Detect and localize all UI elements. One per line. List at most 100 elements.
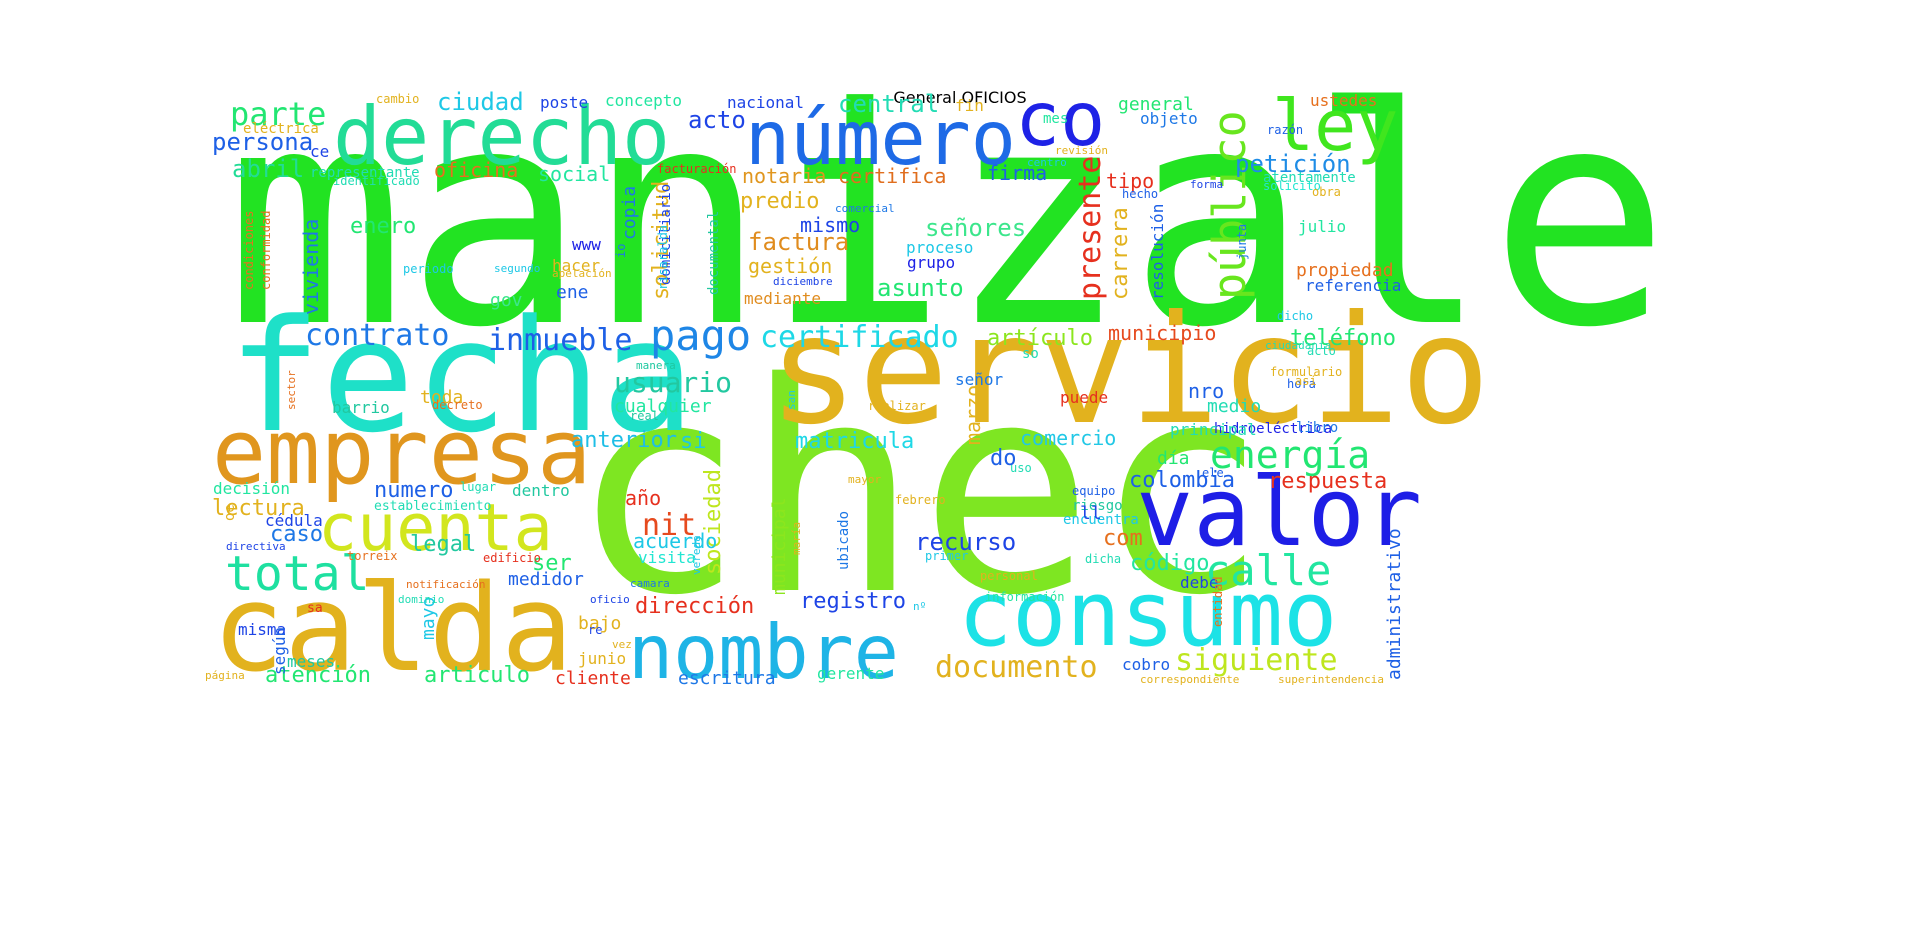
word-57: cliente [555,668,631,689]
word-181: vez [612,638,632,651]
word-82: municipal [769,497,790,595]
word-37: señores [925,214,1026,242]
word-143: hecho [1122,187,1158,201]
word-91: bajo [578,613,621,634]
word-50: año [625,486,661,510]
word-66: medidor [508,569,584,590]
word-29: ciudad [437,88,524,116]
word-94: misma [238,620,286,639]
word-187: notificación [406,578,485,591]
word-153: real [630,409,659,423]
word-6: derecho [333,90,670,183]
word-55: atención [265,663,371,688]
word-169: maría [790,522,803,555]
word-41: solicitud [649,181,674,300]
word-124: identificado [333,174,420,188]
word-147: acto [1307,344,1336,358]
word-38: asunto [877,274,964,302]
word-189: sa [307,601,323,616]
word-148: formulario [1270,365,1342,379]
word-81: sociedad [701,469,726,575]
word-130: diciembre [773,275,833,288]
word-180: re [588,623,602,637]
word-139: centro [1027,156,1067,169]
word-162: ele [1202,466,1224,480]
word-32: petición [1235,150,1351,178]
word-123: ce [310,142,329,161]
word-168: ubicado [836,511,852,570]
word-24: contrato [305,318,450,353]
word-161: uso [1010,461,1032,475]
word-174: información [985,590,1064,604]
word-76: nro [1188,379,1224,403]
word-65: caso [270,522,323,547]
word-40: mismo [800,213,860,237]
word-59: gerente [817,664,884,683]
word-176: correspondiente [1140,673,1239,686]
word-127: facturación [657,162,736,176]
word-42: municipio [1108,321,1216,345]
word-25: usuario [614,366,732,399]
word-102: gov [490,290,523,311]
word-78: puede [1060,388,1108,407]
word-14: total [225,546,370,602]
word-194: dentro [512,481,570,500]
word-193: lugar [460,480,496,494]
word-95: según [270,627,289,675]
word-16: pago [650,311,751,360]
word-156: realizar [868,399,926,413]
word-175: entidad [1211,576,1225,627]
word-28: abril [232,155,304,183]
word-45: matricula [795,429,914,454]
word-75: día [1157,448,1190,469]
word-20: documento [935,650,1098,685]
word-179: oficio [590,593,630,606]
chart-title: General OFICIOS [893,88,1027,107]
word-115: atentamente [1263,170,1356,186]
word-160: principal [1170,420,1257,439]
word-120: mes [1043,111,1068,127]
word-146: ciudadanía [1265,339,1331,352]
word-9: nombre [628,608,899,696]
word-131: apelación [552,267,612,280]
word-18: energía [1210,433,1370,477]
word-140: forma [1190,178,1223,191]
word-111: julio [1298,217,1346,236]
word-159: libro [1296,420,1338,436]
word-104: www [572,235,601,254]
word-70: social [538,162,610,186]
word-114: ustedes [1310,91,1377,110]
word-197: nº [913,600,926,613]
word-101: hacer [552,256,601,275]
word-196: ll [1080,503,1102,524]
word-150: así [1295,374,1317,388]
word-112: general [1118,94,1194,115]
word-87: do [990,446,1017,471]
word-167: febrero [895,493,946,507]
word-4: calda [212,560,573,699]
word-54: registro [800,589,906,614]
word-72: tipo [1106,169,1154,193]
word-68: vivienda [299,219,323,315]
word-152: decreto [432,398,483,412]
word-17: calle [1205,546,1331,595]
word-110: referencia [1305,276,1401,295]
word-52: código [1130,551,1209,576]
word-30: acto [688,106,746,134]
word-178: página [205,669,245,682]
word-89: señor [955,370,1004,389]
word-99: barrio [332,398,390,417]
word-84: visita [638,548,696,567]
word-96: decisión [213,479,290,498]
word-53: dirección [635,594,754,619]
word-98: toda [420,387,463,408]
word-132: comercial [835,202,895,215]
word-125: cambio [376,92,419,106]
word-155: san [785,390,798,410]
word-151: sector [285,370,298,410]
word-137: razón [1267,123,1303,137]
word-186: ix [383,549,397,563]
word-108: resolución [1148,204,1167,300]
word-33: notaria [742,164,826,188]
